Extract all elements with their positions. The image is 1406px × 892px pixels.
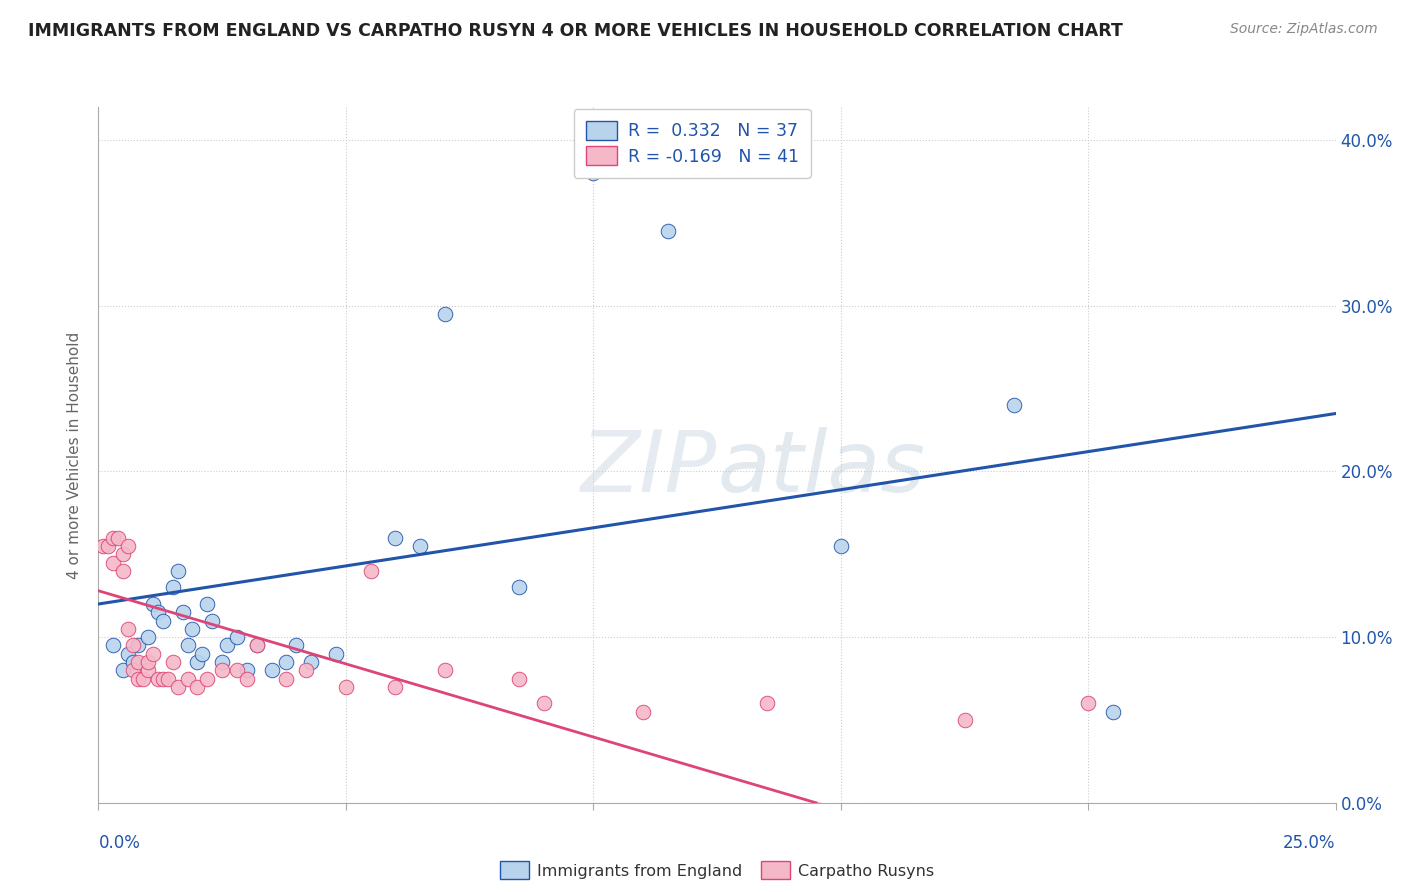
Point [384,531,406,545]
Point [156,672,179,686]
Point [166,564,188,578]
Point [176,672,198,686]
Point [657,224,679,238]
Point [1102,705,1125,719]
Point [152,614,174,628]
Point [117,647,139,661]
Point [166,680,188,694]
Point [201,614,224,628]
Point [103,531,125,545]
Point [1002,398,1025,412]
Point [631,705,654,719]
Point [172,605,194,619]
Point [186,680,208,694]
Legend: Immigrants from England, Carpatho Rusyns: Immigrants from England, Carpatho Rusyns [494,855,941,885]
Point [136,655,159,669]
Point [103,639,125,653]
Point [112,663,135,677]
Point [107,531,129,545]
Point [195,672,218,686]
Text: atlas: atlas [717,427,925,510]
Point [211,655,233,669]
Point [582,166,605,180]
Point [246,639,269,653]
Point [409,539,432,553]
Text: ZIP: ZIP [581,427,717,510]
Text: 25.0%: 25.0% [1284,834,1336,852]
Point [103,556,125,570]
Point [136,630,159,644]
Point [191,647,214,661]
Point [285,639,308,653]
Point [295,663,318,677]
Point [236,663,259,677]
Point [226,663,249,677]
Point [276,672,298,686]
Point [508,581,530,595]
Point [217,639,239,653]
Point [136,663,159,677]
Point [146,672,169,686]
Point [276,655,298,669]
Point [142,647,165,661]
Point [186,655,208,669]
Point [299,655,322,669]
Point [755,697,778,711]
Point [112,564,135,578]
Point [1077,697,1099,711]
Point [226,630,249,644]
Point [236,672,259,686]
Point [211,663,233,677]
Point [195,597,218,611]
Point [122,639,145,653]
Point [142,597,165,611]
Text: Source: ZipAtlas.com: Source: ZipAtlas.com [1230,22,1378,37]
Point [112,547,135,561]
Point [260,663,283,677]
Point [181,622,204,636]
Point [508,672,530,686]
Point [152,672,174,686]
Point [132,672,155,686]
Point [117,622,139,636]
Point [162,655,184,669]
Text: IMMIGRANTS FROM ENGLAND VS CARPATHO RUSYN 4 OR MORE VEHICLES IN HOUSEHOLD CORREL: IMMIGRANTS FROM ENGLAND VS CARPATHO RUSY… [28,22,1123,40]
Text: 0.0%: 0.0% [98,834,141,852]
Point [830,539,852,553]
Point [117,539,139,553]
Point [325,647,347,661]
Point [360,564,382,578]
Point [433,307,456,321]
Point [146,605,169,619]
Y-axis label: 4 or more Vehicles in Household: 4 or more Vehicles in Household [67,331,83,579]
Point [433,663,456,677]
Point [953,713,976,727]
Point [335,680,357,694]
Point [122,655,145,669]
Point [127,639,149,653]
Point [162,581,184,595]
Point [127,672,149,686]
Point [97,539,120,553]
Point [176,639,198,653]
Point [127,655,149,669]
Point [533,697,555,711]
Point [384,680,406,694]
Point [246,639,269,653]
Point [93,539,115,553]
Point [122,663,145,677]
